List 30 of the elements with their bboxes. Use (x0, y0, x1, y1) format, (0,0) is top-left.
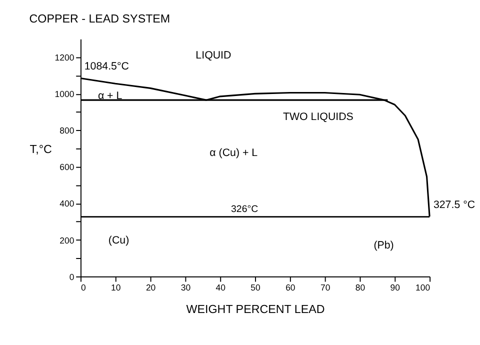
y-tick-label: 800 (60, 126, 74, 136)
annotation: (Cu) (108, 234, 130, 247)
x-tick-label: 100 (416, 282, 430, 292)
annotation: LIQUID (196, 49, 232, 62)
annotation: α (Cu) + L (210, 146, 258, 159)
x-tick-label: 50 (250, 282, 261, 292)
x-tick-label: 80 (355, 282, 366, 292)
ref-line-label: 326°C (231, 204, 258, 215)
annotation: TWO LIQUIDS (282, 111, 354, 124)
x-tick-label: 40 (216, 282, 226, 292)
x-tick-label: 70 (320, 282, 330, 292)
x-tick-label: 90 (390, 282, 400, 292)
y-tick-label: 600 (60, 162, 74, 172)
x-tick-label: 0 (80, 282, 86, 292)
y-tick-label: 1000 (54, 89, 74, 100)
annotation: (Pb) (374, 239, 394, 252)
x-tick-label: 10 (111, 282, 121, 292)
x-axis-title: WEIGHT PERCENT LEAD (186, 302, 325, 316)
y-tick-label: 400 (60, 198, 74, 209)
y-tick-label: 0 (69, 272, 74, 282)
annotation: 1084.5°C (84, 60, 130, 73)
y-axis-title: T,°C (30, 142, 52, 156)
annotation: 327.5 °C (433, 198, 476, 211)
annotation: α + L (98, 90, 122, 102)
x-tick-label: 30 (180, 282, 191, 292)
x-tick-label: 20 (146, 282, 156, 292)
y-tick-label: 1200 (54, 52, 74, 63)
x-tick-label: 60 (286, 282, 296, 292)
y-tick-label: 200 (60, 235, 74, 246)
chart-title: COPPER - LEAD SYSTEM (29, 12, 170, 26)
